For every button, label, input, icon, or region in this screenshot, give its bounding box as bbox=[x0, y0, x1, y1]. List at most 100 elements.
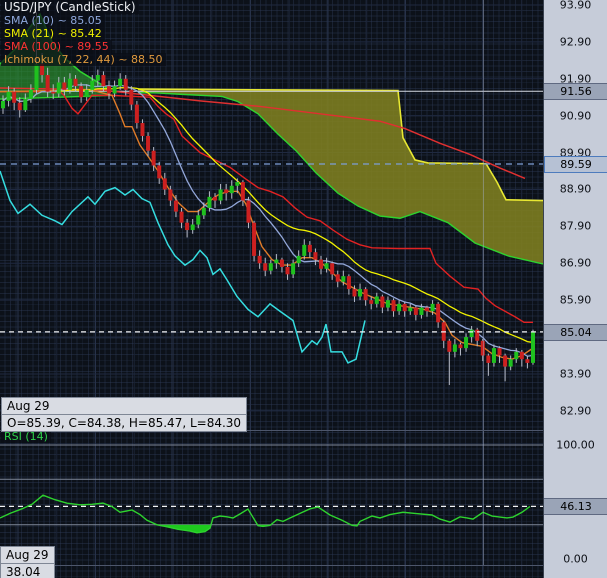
candle-up bbox=[67, 78, 72, 90]
candle-up bbox=[530, 331, 535, 363]
cloud_olive-top-edge bbox=[137, 88, 543, 202]
price-panel bbox=[0, 12, 543, 386]
candle-up bbox=[508, 359, 513, 367]
cloud-olive bbox=[138, 89, 543, 264]
candle-down bbox=[40, 64, 45, 76]
candle-up bbox=[358, 289, 363, 297]
candle-up bbox=[374, 296, 379, 304]
rsi-oversold-fill bbox=[158, 524, 210, 533]
candle-down bbox=[101, 75, 106, 87]
candle-up bbox=[6, 91, 11, 101]
price-tick-label: 90.90 bbox=[559, 109, 592, 123]
candle-up bbox=[464, 337, 469, 349]
date-axis-separator[interactable] bbox=[0, 565, 543, 566]
rsi-tooltip-value: 38.04 bbox=[0, 564, 55, 578]
candle-up bbox=[291, 263, 296, 275]
price-tick-label: 87.90 bbox=[559, 219, 592, 233]
candle-down bbox=[240, 182, 245, 201]
price-tick-label: 92.90 bbox=[559, 35, 592, 49]
chart-plot-area[interactable] bbox=[0, 0, 543, 578]
candle-down bbox=[45, 75, 50, 92]
candle-up bbox=[469, 329, 474, 338]
ohlc-tooltip: Aug 29 O=85.39, C=84.38, H=85.47, L=84.3… bbox=[1, 397, 248, 432]
legend-item-sma10[interactable]: SMA (10) ~ 85.05 bbox=[1, 14, 105, 27]
candle-down bbox=[17, 102, 22, 111]
candle-down bbox=[106, 86, 111, 94]
candle-down bbox=[151, 150, 156, 166]
candle-down bbox=[391, 300, 396, 312]
candle-down bbox=[352, 289, 357, 297]
rsi-tooltip: Aug 29 38.04 bbox=[0, 546, 55, 578]
candle-down bbox=[179, 211, 184, 223]
candle-down bbox=[73, 78, 78, 87]
price-badge-91.56: 91.56 bbox=[544, 83, 607, 101]
candle-up bbox=[408, 307, 413, 312]
candle-down bbox=[335, 274, 340, 282]
candle-up bbox=[324, 263, 329, 269]
symbol-title: USD/JPY (CandleStick) bbox=[1, 0, 139, 14]
legend-item-sma100[interactable]: SMA (100) ~ 89.55 bbox=[1, 40, 112, 53]
kijun-line bbox=[0, 90, 533, 324]
price-tick-label: 83.90 bbox=[559, 367, 592, 381]
rsi-tooltip-date: Aug 29 bbox=[0, 546, 55, 564]
candle-up bbox=[514, 351, 519, 360]
candle-up bbox=[112, 86, 117, 94]
candle-up bbox=[302, 244, 307, 256]
candle-up bbox=[296, 255, 301, 264]
price-tick-label: 89.90 bbox=[559, 146, 592, 160]
rsi-tick-label: 100.00 bbox=[556, 438, 595, 452]
legend: USD/JPY (CandleStick) SMA (10) ~ 85.05 S… bbox=[1, 0, 166, 66]
legend-item-ichimoku[interactable]: Ichimoku (7, 22, 44) ~ 88.50 bbox=[1, 53, 166, 66]
candle-down bbox=[380, 296, 385, 308]
rsi-panel bbox=[0, 444, 543, 534]
candle-down bbox=[369, 300, 374, 304]
candle-down bbox=[436, 303, 441, 323]
candle-up bbox=[452, 344, 457, 352]
legend-item-rsi[interactable]: RSI (14) bbox=[1, 430, 51, 443]
panel-separator[interactable] bbox=[0, 430, 543, 431]
candle-down bbox=[123, 78, 128, 90]
candle-up bbox=[196, 215, 201, 225]
candle-down bbox=[257, 255, 262, 264]
candle-down bbox=[263, 263, 268, 271]
legend-item-sma21[interactable]: SMA (21) ~ 85.42 bbox=[1, 27, 105, 40]
candle-down bbox=[318, 259, 323, 269]
candle-down bbox=[140, 123, 145, 136]
price-tick-label: 91.90 bbox=[559, 72, 592, 86]
candle-up bbox=[56, 82, 61, 94]
candle-down bbox=[475, 329, 480, 341]
candle-down bbox=[62, 82, 67, 90]
candle-down bbox=[129, 89, 134, 105]
candle-up bbox=[118, 78, 123, 87]
candle-up bbox=[274, 259, 279, 264]
candle-down bbox=[157, 165, 162, 179]
crosshair-vertical-line bbox=[483, 0, 484, 565]
candle-down bbox=[503, 355, 508, 367]
price-badge-89.59: 89.59 bbox=[544, 156, 607, 173]
candle-down bbox=[424, 307, 429, 312]
candle-down bbox=[413, 307, 418, 315]
candle-down bbox=[330, 263, 335, 275]
candle-down bbox=[162, 178, 167, 190]
candle-up bbox=[268, 263, 273, 271]
candle-down bbox=[525, 359, 530, 363]
candle-down bbox=[79, 86, 84, 98]
candle-down bbox=[51, 91, 56, 94]
candle-down bbox=[486, 355, 491, 363]
candle-up bbox=[235, 182, 240, 186]
candle-down bbox=[346, 276, 351, 290]
candle-down bbox=[134, 104, 139, 124]
candle-up bbox=[28, 89, 33, 100]
candles bbox=[1, 12, 535, 386]
candle-down bbox=[173, 200, 178, 212]
candle-up bbox=[207, 196, 212, 208]
candle-down bbox=[313, 252, 318, 260]
cloud_olive-bottom-edge bbox=[138, 92, 543, 265]
chart-canvas bbox=[0, 0, 543, 578]
candle-down bbox=[402, 303, 407, 312]
price-badge-46.13: 46.13 bbox=[544, 498, 607, 516]
candle-up bbox=[1, 100, 5, 109]
price-axis-scale[interactable]: 93.90 92.90 91.90 90.90 89.90 88.90 87.90 86.90… bbox=[543, 0, 607, 578]
candle-up bbox=[95, 75, 100, 81]
